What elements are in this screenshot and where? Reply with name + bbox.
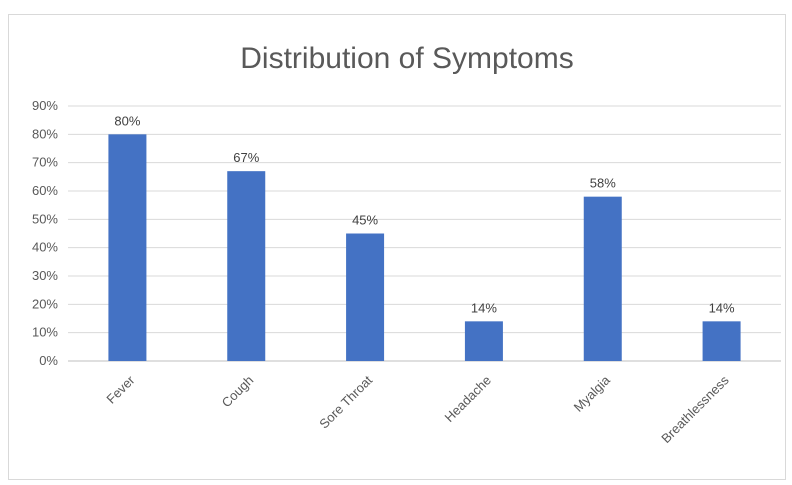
chart-title: Distribution of Symptoms [240, 42, 573, 75]
data-label: 14% [471, 300, 497, 315]
y-tick-label: 50% [32, 211, 58, 226]
y-tick-label: 60% [32, 183, 58, 198]
y-tick-label: 90% [32, 98, 58, 113]
data-label: 67% [233, 150, 259, 165]
x-category-label: Breathlessness [658, 372, 732, 446]
data-label: 58% [590, 176, 616, 191]
x-category-label: Myalgia [571, 372, 614, 415]
data-label: 14% [709, 300, 735, 315]
x-category-label: Fever [103, 372, 138, 407]
data-label: 45% [352, 213, 378, 228]
y-tick-label: 20% [32, 296, 58, 311]
y-tick-label: 30% [32, 268, 58, 283]
x-category-label: Cough [219, 373, 257, 411]
bar [464, 321, 503, 361]
y-tick-label: 40% [32, 240, 58, 255]
y-tick-label: 0% [39, 353, 58, 368]
x-category-label: Sore Throat [316, 372, 375, 431]
y-tick-label: 80% [32, 126, 58, 141]
data-label: 80% [114, 113, 140, 128]
bar [227, 171, 266, 361]
x-category-label: Headache [442, 373, 495, 426]
y-tick-label: 10% [32, 325, 58, 340]
y-tick-label: 70% [32, 155, 58, 170]
bar [108, 134, 147, 361]
bar [702, 321, 741, 361]
bar [346, 233, 385, 361]
bar [583, 196, 622, 361]
